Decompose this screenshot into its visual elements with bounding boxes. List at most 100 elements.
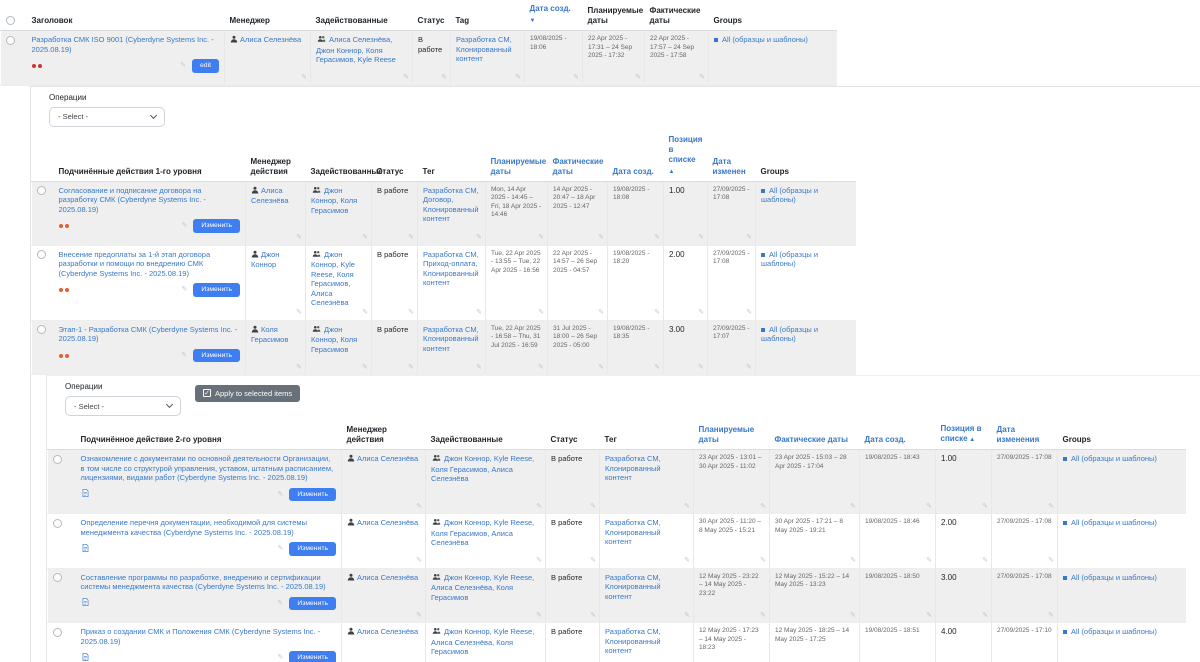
manager-link[interactable]: Коля Герасимов: [251, 324, 289, 345]
edit-pencil-icon[interactable]: ✎: [538, 234, 544, 241]
involved-users-link[interactable]: Джон Коннор, Коля Герасимов: [311, 185, 358, 215]
change-button[interactable]: Изменить: [193, 348, 240, 362]
operations-select[interactable]: - Select -: [65, 396, 181, 416]
edit-pencil-icon[interactable]: ✎: [684, 611, 690, 619]
edit-pencil-icon[interactable]: ✎: [301, 74, 307, 81]
group-link[interactable]: All (образцы и шаблоны): [761, 249, 819, 269]
edit-pencil-icon[interactable]: ✎: [181, 286, 188, 293]
edit-pencil-icon[interactable]: ✎: [296, 309, 302, 316]
edit-pencil-icon[interactable]: ✎: [416, 502, 422, 510]
edit-pencil-icon[interactable]: ✎: [536, 502, 542, 510]
edit-pencil-icon[interactable]: ✎: [760, 611, 766, 619]
col-header-actual[interactable]: Фактические даты: [769, 420, 860, 450]
edit-pencil-icon[interactable]: ✎: [760, 502, 766, 510]
change-button[interactable]: Изменить: [289, 651, 336, 662]
change-button[interactable]: Изменить: [193, 219, 240, 233]
task-title-link[interactable]: Составление программы по разработке, вне…: [80, 572, 326, 592]
group-link[interactable]: All (образцы и шаблоны): [722, 35, 808, 44]
document-icon[interactable]: [81, 597, 90, 610]
col-header-modified[interactable]: Дата изменен: [707, 130, 756, 182]
edit-pencil-icon[interactable]: ✎: [416, 557, 422, 564]
edit-pencil-icon[interactable]: ✎: [181, 351, 188, 359]
involved-users-link[interactable]: Джон Коннор, Kyle Reese, Коля Герасимов,…: [431, 518, 535, 547]
edit-pencil-icon[interactable]: ✎: [362, 309, 368, 316]
row-checkbox[interactable]: [53, 454, 62, 464]
edit-pencil-icon[interactable]: ✎: [982, 611, 988, 619]
involved-users-link[interactable]: Джон Коннор, Kyle Reese, Алиса Селезнёва…: [431, 572, 535, 602]
involved-users-link[interactable]: Джон Коннор, Коля Герасимов: [311, 324, 358, 354]
tag-link[interactable]: Разработка СМ, Клонированный контент: [605, 572, 661, 601]
manager-link[interactable]: Алиса Селезнёва: [357, 627, 419, 636]
col-header-actual[interactable]: Фактические даты: [547, 130, 608, 182]
edit-pencil-icon[interactable]: ✎: [598, 309, 604, 316]
tag-link[interactable]: Разработка СМ, Клонированный контент: [456, 35, 512, 63]
edit-pencil-icon[interactable]: ✎: [982, 557, 988, 564]
group-link[interactable]: All (образцы и шаблоны): [1071, 518, 1157, 527]
edit-pencil-icon[interactable]: ✎: [538, 363, 544, 371]
operations-select[interactable]: - Select -: [49, 106, 165, 127]
edit-pencil-icon[interactable]: ✎: [296, 363, 302, 371]
group-link[interactable]: All (образцы и шаблоны): [761, 185, 819, 205]
edit-pencil-icon[interactable]: ✎: [408, 309, 414, 316]
edit-pencil-icon[interactable]: ✎: [1048, 611, 1054, 619]
edit-pencil-icon[interactable]: ✎: [654, 309, 660, 316]
edit-pencil-icon[interactable]: ✎: [746, 309, 752, 316]
edit-pencil-icon[interactable]: ✎: [699, 74, 705, 81]
col-header-created[interactable]: Дата созд. ▼: [524, 0, 583, 31]
col-header-created[interactable]: Дата созд.: [859, 420, 936, 450]
manager-link[interactable]: Алиса Селезнёва: [357, 518, 419, 527]
apply-to-selected-button[interactable]: ✓ Apply to selected items: [195, 384, 301, 402]
edit-pencil-icon[interactable]: ✎: [296, 234, 302, 241]
tag-link[interactable]: Разработка СМ, Приход-оплата, Клонирован…: [423, 249, 479, 288]
edit-pencil-icon[interactable]: ✎: [926, 611, 932, 619]
edit-pencil-icon[interactable]: ✎: [181, 222, 188, 229]
select-all-checkbox[interactable]: [5, 16, 15, 26]
col-header-modified[interactable]: Дата изменения: [991, 420, 1058, 450]
involved-users-link[interactable]: Джон Коннор, Kyle Reese, Коля Герасимов,…: [431, 454, 535, 483]
row-checkbox[interactable]: [37, 250, 46, 260]
edit-pencil-icon[interactable]: ✎: [590, 502, 596, 510]
group-link[interactable]: All (образцы и шаблоны): [1071, 454, 1157, 463]
edit-pencil-icon[interactable]: ✎: [408, 234, 414, 241]
row-checkbox[interactable]: [37, 186, 46, 196]
manager-link[interactable]: Алиса Селезнёва: [357, 572, 419, 582]
edit-pencil-icon[interactable]: ✎: [277, 490, 284, 498]
document-icon[interactable]: [81, 543, 90, 556]
row-checkbox[interactable]: [37, 325, 46, 335]
edit-pencil-icon[interactable]: ✎: [573, 74, 579, 81]
tag-link[interactable]: Разработка СМ, Клонированный контент: [605, 454, 661, 482]
change-button[interactable]: Изменить: [193, 283, 240, 297]
col-header-planned[interactable]: Планируемые даты: [485, 130, 548, 182]
edit-pencil-icon[interactable]: ✎: [850, 611, 856, 619]
edit-pencil-icon[interactable]: ✎: [536, 557, 542, 564]
manager-link[interactable]: Джон Коннор: [251, 249, 280, 270]
task-title-link[interactable]: Согласование и подписание договора на ра…: [58, 185, 206, 214]
edit-button[interactable]: edit: [192, 59, 219, 73]
edit-pencil-icon[interactable]: ✎: [746, 363, 752, 371]
edit-pencil-icon[interactable]: ✎: [403, 74, 409, 81]
edit-pencil-icon[interactable]: ✎: [654, 363, 660, 371]
edit-pencil-icon[interactable]: ✎: [698, 363, 704, 371]
col-header-position[interactable]: Позиция в списке ▲: [663, 130, 708, 182]
edit-pencil-icon[interactable]: ✎: [598, 363, 604, 371]
edit-pencil-icon[interactable]: ✎: [536, 611, 542, 619]
group-link[interactable]: All (образцы и шаблоны): [1071, 627, 1157, 636]
col-header-position[interactable]: Позиция в списке ▲: [935, 420, 992, 450]
tag-link[interactable]: Разработка СМ, Клонированный контент: [423, 324, 479, 353]
edit-pencil-icon[interactable]: ✎: [476, 309, 482, 316]
edit-pencil-icon[interactable]: ✎: [277, 654, 284, 661]
edit-pencil-icon[interactable]: ✎: [654, 234, 660, 241]
edit-pencil-icon[interactable]: ✎: [684, 557, 690, 564]
group-link[interactable]: All (образцы и шаблоны): [761, 324, 819, 344]
edit-pencil-icon[interactable]: ✎: [635, 74, 641, 81]
edit-pencil-icon[interactable]: ✎: [538, 309, 544, 316]
edit-pencil-icon[interactable]: ✎: [277, 545, 284, 552]
change-button[interactable]: Изменить: [289, 542, 336, 556]
edit-pencil-icon[interactable]: ✎: [850, 557, 856, 564]
edit-pencil-icon[interactable]: ✎: [515, 74, 521, 81]
task-title-link[interactable]: Внесение предоплаты за 1-й этап договора…: [58, 249, 211, 278]
row-checkbox[interactable]: [53, 627, 62, 637]
edit-pencil-icon[interactable]: ✎: [441, 74, 447, 81]
edit-pencil-icon[interactable]: ✎: [1048, 502, 1054, 510]
edit-pencil-icon[interactable]: ✎: [850, 502, 856, 510]
